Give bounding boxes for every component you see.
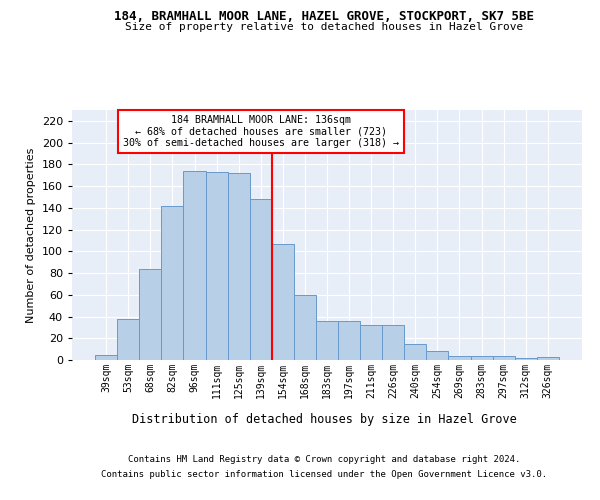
Text: 184 BRAMHALL MOOR LANE: 136sqm
← 68% of detached houses are smaller (723)
30% of: 184 BRAMHALL MOOR LANE: 136sqm ← 68% of … bbox=[122, 115, 398, 148]
Bar bbox=[139, 268, 161, 360]
Y-axis label: Number of detached properties: Number of detached properties bbox=[26, 148, 36, 322]
Bar bbox=[117, 318, 139, 360]
Bar bbox=[316, 321, 338, 360]
Bar bbox=[206, 172, 227, 360]
Bar bbox=[184, 171, 206, 360]
Bar bbox=[448, 356, 470, 360]
Bar bbox=[360, 325, 382, 360]
Bar bbox=[404, 344, 427, 360]
Bar bbox=[95, 354, 117, 360]
Bar bbox=[272, 244, 294, 360]
Bar bbox=[493, 356, 515, 360]
Bar bbox=[161, 206, 184, 360]
Bar bbox=[338, 321, 360, 360]
Bar bbox=[294, 295, 316, 360]
Text: Contains public sector information licensed under the Open Government Licence v3: Contains public sector information licen… bbox=[101, 470, 547, 479]
Bar bbox=[515, 358, 537, 360]
Text: 184, BRAMHALL MOOR LANE, HAZEL GROVE, STOCKPORT, SK7 5BE: 184, BRAMHALL MOOR LANE, HAZEL GROVE, ST… bbox=[114, 10, 534, 23]
Bar bbox=[427, 352, 448, 360]
Text: Contains HM Land Registry data © Crown copyright and database right 2024.: Contains HM Land Registry data © Crown c… bbox=[128, 455, 520, 464]
Bar bbox=[382, 325, 404, 360]
Bar bbox=[537, 356, 559, 360]
Bar bbox=[470, 356, 493, 360]
Text: Size of property relative to detached houses in Hazel Grove: Size of property relative to detached ho… bbox=[125, 22, 523, 32]
Text: Distribution of detached houses by size in Hazel Grove: Distribution of detached houses by size … bbox=[131, 412, 517, 426]
Bar bbox=[227, 173, 250, 360]
Bar bbox=[250, 199, 272, 360]
